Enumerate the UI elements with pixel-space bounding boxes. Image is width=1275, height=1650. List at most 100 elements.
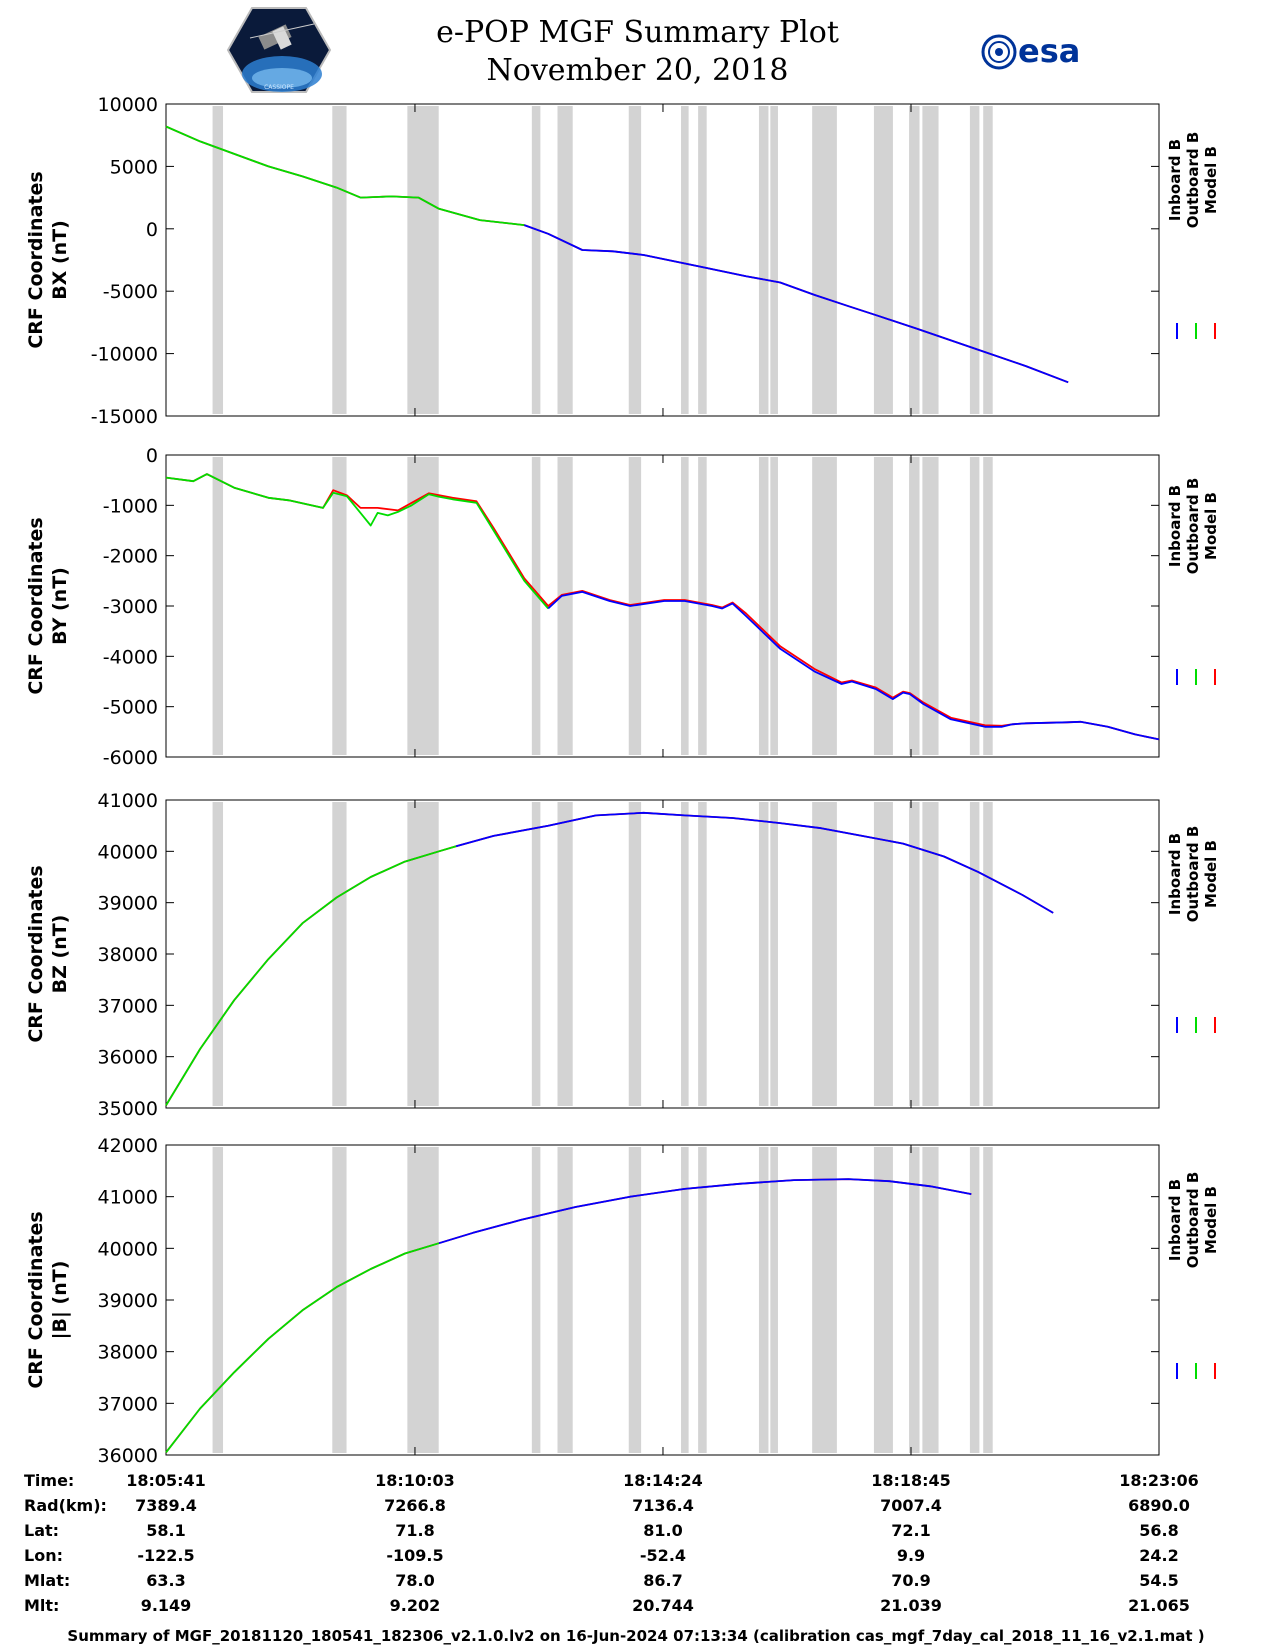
- data-gap-band: [922, 106, 939, 414]
- chart-title: e-POP MGF Summary Plot: [436, 15, 839, 50]
- y-tick-label: 0: [146, 445, 158, 467]
- y-tick-label: 40000: [98, 841, 158, 863]
- series-line-outboard: [165, 845, 457, 1106]
- data-gap-band: [407, 106, 439, 414]
- data-gap-band: [812, 802, 837, 1106]
- data-gap-band: [407, 457, 439, 755]
- data-gap-band: [407, 1147, 439, 1453]
- legend: Inboard BOutboard BModel B: [1166, 132, 1220, 229]
- info-row-value: 63.3: [146, 1571, 185, 1590]
- data-gap-band: [983, 802, 993, 1106]
- info-row-value: 58.1: [146, 1521, 185, 1540]
- data-gap-band: [758, 1147, 769, 1453]
- data-gap-band: [698, 1147, 707, 1453]
- legend: Inboard BOutboard BModel B: [1166, 478, 1220, 575]
- data-gap-band: [681, 457, 689, 755]
- data-gap-band: [628, 802, 642, 1106]
- data-gap-band: [531, 1147, 541, 1453]
- info-row-value: 21.039: [880, 1596, 942, 1615]
- data-gap-band: [770, 457, 778, 755]
- plot-axes-box: [165, 103, 1160, 417]
- y-tick-label: -5000: [103, 697, 158, 719]
- data-gap-band: [758, 802, 769, 1106]
- data-gap-band: [873, 802, 893, 1106]
- info-row-value: 18:10:03: [375, 1471, 455, 1490]
- data-gap-band: [812, 106, 837, 414]
- data-gap-band: [212, 1147, 224, 1453]
- info-row-value: 18:05:41: [126, 1471, 206, 1490]
- data-gap-band: [698, 802, 707, 1106]
- data-gap-band: [698, 457, 707, 755]
- plot-axes-box: [165, 454, 1160, 758]
- y-axis-label: CRF Coordinates BZ (nT): [25, 865, 71, 1042]
- y-tick-label: -1000: [103, 495, 158, 517]
- data-gap-band: [812, 1147, 837, 1453]
- data-gap-band: [873, 106, 893, 414]
- info-row-value: 7389.4: [135, 1496, 197, 1515]
- data-gap-band: [557, 1147, 573, 1453]
- data-gap-band: [557, 802, 573, 1106]
- info-row-value: 9.202: [390, 1596, 441, 1615]
- series-line-inboard: [438, 1178, 972, 1245]
- data-gap-band: [873, 457, 893, 755]
- data-gap-band: [698, 106, 707, 414]
- data-gap-band: [332, 1147, 347, 1453]
- y-tick-label: -3000: [103, 596, 158, 618]
- data-gap-band: [681, 1147, 689, 1453]
- y-tick-label: -15000: [91, 406, 158, 428]
- y-tick-label: 42000: [98, 1135, 158, 1157]
- y-axis-label: CRF Coordinates BX (nT): [25, 171, 71, 348]
- data-gap-band: [983, 457, 993, 755]
- y-tick-label: 10000: [98, 94, 158, 116]
- legend: Inboard BOutboard BModel B: [1166, 1172, 1220, 1269]
- data-gap-band: [531, 802, 541, 1106]
- y-tick-label: 39000: [98, 893, 158, 915]
- info-row-value: 70.9: [891, 1571, 930, 1590]
- data-gap-band: [332, 457, 347, 755]
- data-gap-band: [969, 1147, 980, 1453]
- data-gap-band: [212, 802, 224, 1106]
- info-row-label: Lon:: [24, 1546, 63, 1565]
- info-row-value: 18:23:06: [1119, 1471, 1199, 1490]
- y-tick-label: 40000: [98, 1238, 158, 1260]
- y-tick-label: -5000: [103, 281, 158, 303]
- info-row-value: 18:18:45: [871, 1471, 951, 1490]
- data-gap-band: [332, 106, 347, 414]
- y-tick-label: 0: [146, 219, 158, 241]
- y-tick-label: -2000: [103, 546, 158, 568]
- y-tick-label: 37000: [98, 995, 158, 1017]
- series-line-inboard: [547, 591, 1160, 741]
- y-tick-label: 38000: [98, 1342, 158, 1364]
- info-row-value: 24.2: [1139, 1546, 1178, 1565]
- info-row-value: -109.5: [386, 1546, 443, 1565]
- y-tick-label: 36000: [98, 1445, 158, 1467]
- data-gap-band: [922, 802, 939, 1106]
- y-tick-label: 41000: [98, 790, 158, 812]
- info-row-value: 71.8: [395, 1521, 434, 1540]
- data-gap-band: [212, 106, 224, 414]
- info-row-value: 56.8: [1139, 1521, 1178, 1540]
- data-gap-band: [557, 106, 573, 414]
- info-row-value: 20.744: [632, 1596, 694, 1615]
- info-row-label: Rad(km):: [24, 1496, 107, 1515]
- data-gap-band: [909, 1147, 920, 1453]
- series-line-model: [165, 811, 1054, 1106]
- data-gap-band: [983, 106, 993, 414]
- series-line-outboard: [165, 473, 549, 610]
- data-gap-band: [407, 802, 439, 1106]
- series-line-outboard: [165, 1242, 440, 1453]
- series-line-model: [165, 473, 1160, 741]
- y-tick-label: 39000: [98, 1290, 158, 1312]
- info-row-label: Mlt:: [24, 1596, 59, 1615]
- info-row-value: -52.4: [640, 1546, 686, 1565]
- data-gap-band: [681, 802, 689, 1106]
- data-gap-band: [770, 1147, 778, 1453]
- info-row-value: 6890.0: [1128, 1496, 1190, 1515]
- data-gap-band: [628, 106, 642, 414]
- data-gap-band: [758, 457, 769, 755]
- info-row-value: 7007.4: [880, 1496, 942, 1515]
- data-gap-band: [531, 106, 541, 414]
- y-tick-label: -10000: [91, 344, 158, 366]
- info-row-value: 7136.4: [632, 1496, 694, 1515]
